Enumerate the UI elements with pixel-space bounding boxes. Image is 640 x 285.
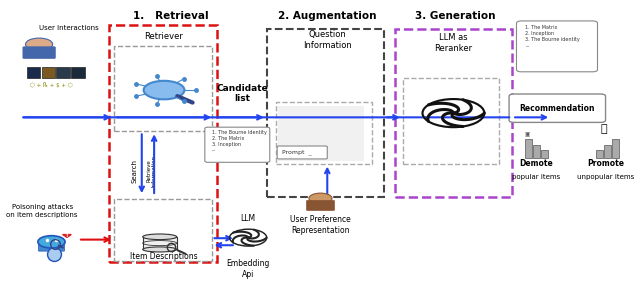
Bar [276,102,372,164]
Text: LLM as
Reranker: LLM as Reranker [435,33,472,53]
FancyBboxPatch shape [307,200,335,211]
Text: Promote: Promote [587,160,624,168]
FancyBboxPatch shape [205,127,270,162]
Text: User Preference
Representation: User Preference Representation [290,215,351,235]
Ellipse shape [143,247,177,252]
Text: LLM: LLM [241,214,255,223]
Bar [267,29,384,198]
Text: Embedding
Api: Embedding Api [227,259,270,279]
Polygon shape [63,235,71,237]
Bar [278,106,364,161]
Text: Search: Search [131,159,138,183]
Bar [403,78,499,164]
Text: 📣: 📣 [600,124,607,134]
Bar [71,67,85,78]
Text: Prompt  _: Prompt _ [282,150,312,155]
FancyBboxPatch shape [516,21,598,72]
Bar [143,237,177,249]
Bar [42,67,55,78]
FancyBboxPatch shape [23,47,55,58]
Bar [604,144,611,158]
Bar [109,25,217,262]
Text: Retrieve
Information: Retrieve Information [147,155,157,187]
Text: unpopular items: unpopular items [577,174,634,180]
Circle shape [143,81,184,99]
Text: Question
Information: Question Information [303,30,351,50]
FancyBboxPatch shape [509,94,605,122]
Text: 1. The Bourne Identity
2. The Matrix
3. Inception
...: 1. The Bourne Identity 2. The Matrix 3. … [212,130,266,152]
Bar [533,144,540,158]
Text: popular items: popular items [512,174,561,180]
Text: !: ! [66,233,68,238]
Text: Retriever: Retriever [145,32,184,41]
Circle shape [38,236,65,248]
Bar [525,139,532,158]
Text: Item Descriptions: Item Descriptions [130,252,198,261]
Text: 1. The Matrix
2. Inception
3. The Bourne identity
...: 1. The Matrix 2. Inception 3. The Bourne… [525,25,580,48]
Text: Demote: Demote [520,160,553,168]
Text: 1.   Retrieval: 1. Retrieval [133,11,209,21]
Bar [114,46,212,131]
Text: User Interactions: User Interactions [39,25,99,31]
Bar [541,150,548,158]
Bar [56,67,70,78]
FancyBboxPatch shape [277,146,327,159]
Text: ⬡ + ℞ + $ + ⬡: ⬡ + ℞ + $ + ⬡ [31,82,73,88]
Bar [596,150,603,158]
Bar [27,67,40,78]
Ellipse shape [143,234,177,240]
Bar [612,139,619,158]
Text: Candidate
list: Candidate list [216,84,268,103]
Text: Recommendation: Recommendation [520,104,595,113]
Text: Poisoning attacks
on item descriptions: Poisoning attacks on item descriptions [6,204,78,218]
Circle shape [309,193,332,203]
Bar [395,29,512,198]
Bar [114,199,212,261]
Text: 3. Generation: 3. Generation [415,11,495,21]
Text: ▣: ▣ [524,133,530,138]
Text: 2. Augmentation: 2. Augmentation [278,11,376,21]
FancyBboxPatch shape [38,243,65,251]
Circle shape [26,38,52,50]
